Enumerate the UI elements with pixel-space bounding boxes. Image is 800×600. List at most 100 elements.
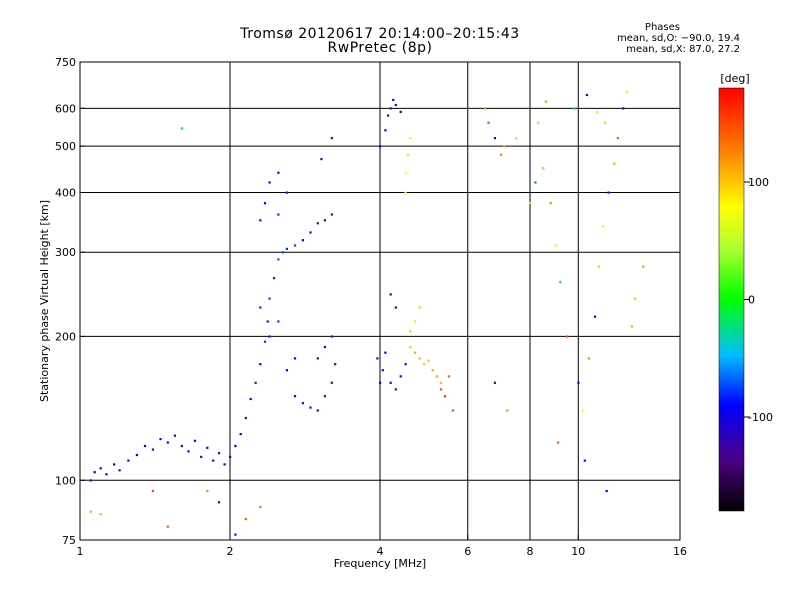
data-point (99, 467, 102, 470)
data-point (418, 357, 421, 360)
data-point (89, 510, 92, 513)
data-point (506, 409, 509, 412)
data-point (263, 340, 267, 343)
data-point (293, 357, 297, 360)
data-point (399, 110, 402, 113)
data-point (422, 363, 426, 366)
data-point (277, 171, 280, 174)
data-point (616, 137, 619, 140)
data-point (630, 325, 633, 328)
data-point (89, 479, 92, 482)
data-point (404, 363, 407, 366)
x-tick-label: 16 (673, 545, 687, 558)
data-point (389, 107, 392, 110)
data-point (399, 375, 402, 378)
data-point (384, 129, 387, 132)
data-point (493, 381, 496, 384)
data-point (99, 513, 102, 516)
y-tick-label: 600 (55, 102, 76, 115)
data-point (206, 446, 209, 449)
data-point (266, 320, 269, 323)
data-point (537, 121, 540, 124)
data-point (493, 137, 496, 140)
data-point (281, 251, 284, 254)
data-point (544, 100, 547, 103)
data-point (259, 505, 262, 508)
data-point (285, 191, 288, 194)
data-point (200, 455, 203, 458)
data-point (566, 335, 569, 338)
y-tick-label: 200 (55, 330, 76, 343)
data-point (285, 247, 288, 250)
data-point (381, 369, 384, 372)
data-point (387, 114, 390, 117)
data-point (254, 381, 257, 384)
data-point (113, 463, 116, 466)
data-point (384, 351, 387, 354)
chart-subtitle: RwPretec (8p) (327, 40, 433, 56)
data-point (320, 158, 323, 161)
data-point (301, 239, 304, 242)
data-point (316, 409, 319, 412)
data-point (572, 107, 576, 110)
data-point (404, 171, 407, 174)
data-point (634, 297, 637, 300)
data-point (259, 219, 262, 222)
data-point (223, 463, 226, 466)
data-point (625, 90, 628, 93)
data-point (229, 455, 232, 458)
data-point (622, 107, 625, 110)
data-point (389, 381, 392, 384)
data-point (259, 363, 262, 366)
data-point (605, 489, 608, 493)
x-axis-ticks: 1 2 4 6 8 10 16 (77, 535, 687, 558)
colorbar-tick-label: 100 (748, 176, 769, 189)
y-tick-label: 400 (55, 186, 76, 199)
colorbar-ticks: 100 0 -100 (744, 176, 773, 424)
x-axis-label: Frequency [MHz] (334, 557, 426, 570)
data-point (394, 306, 397, 309)
phases-heading: Phases (644, 22, 680, 33)
data-point (597, 265, 601, 268)
data-point (577, 381, 580, 384)
data-point (554, 244, 557, 247)
data-point (217, 452, 221, 455)
data-point (583, 459, 586, 462)
data-point (484, 107, 487, 110)
y-axis-label: Stationary phase Virtual Height [km] (38, 200, 51, 402)
data-point (487, 121, 490, 124)
data-point (392, 98, 395, 101)
data-point (394, 388, 397, 391)
x-tick-label: 4 (377, 545, 384, 558)
data-point (151, 489, 154, 493)
data-point (406, 153, 410, 156)
data-point (217, 501, 221, 504)
data-point (316, 357, 319, 360)
data-point (272, 277, 276, 280)
x-tick-label: 10 (571, 545, 585, 558)
data-point (244, 518, 247, 521)
phase-stats-x: mean, sd,X: 87.0, 27.2 (626, 44, 740, 55)
data-point (263, 202, 267, 205)
data-point (379, 145, 382, 148)
data-point (439, 381, 443, 384)
data-point (376, 357, 379, 360)
data-point (334, 363, 337, 366)
data-point (585, 93, 588, 97)
data-point (330, 137, 333, 140)
data-point (500, 153, 503, 156)
data-point (503, 145, 506, 148)
data-point (105, 473, 108, 476)
data-point (439, 388, 443, 391)
data-point (187, 450, 190, 453)
data-point (244, 417, 247, 420)
data-point (180, 127, 183, 130)
colorbar-label: [deg] (720, 72, 749, 85)
data-point (593, 315, 597, 318)
colorbar-tick-label: -100 (748, 411, 773, 424)
x-tick-label: 2 (227, 545, 234, 558)
data-point (409, 137, 412, 140)
data-point (389, 293, 392, 296)
data-point (309, 231, 312, 234)
data-point (394, 103, 397, 107)
